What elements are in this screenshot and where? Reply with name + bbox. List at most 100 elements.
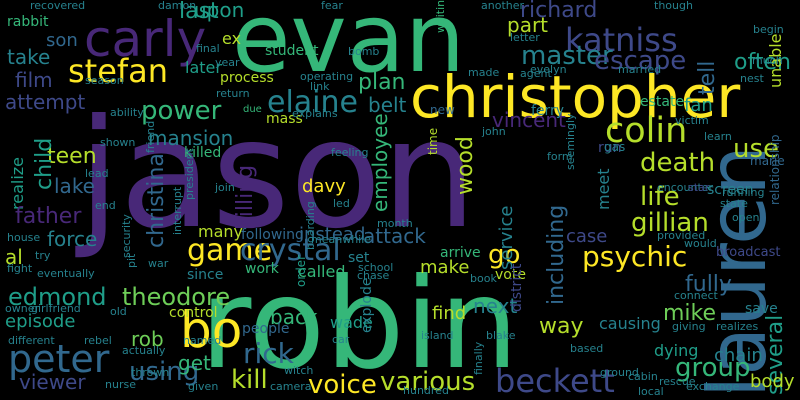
word-begin: begin [753, 23, 784, 36]
word-different: different [8, 334, 55, 347]
word-though: though [654, 0, 693, 12]
word-davy: davy [302, 176, 346, 197]
word-control: control [169, 305, 218, 321]
word-rabbit: rabbit [7, 14, 49, 30]
word-time: time [426, 127, 440, 155]
word-viewer: viewer [19, 370, 86, 394]
word-episode: episode [5, 311, 76, 332]
word-operating: operating [300, 70, 354, 83]
word-al: al [5, 245, 23, 269]
word-vote: vote [495, 267, 526, 283]
word-wood: wood [453, 136, 478, 195]
word-fully: fully [685, 272, 732, 297]
word-president: president [183, 148, 196, 200]
word-christina: christina [144, 153, 169, 248]
word-crystal: crystal [240, 233, 341, 268]
word-nurse: nurse [105, 378, 136, 391]
word-set: set [348, 250, 370, 266]
word-marie: marie [750, 154, 785, 168]
word-jason: jason [78, 88, 477, 262]
word-carly: carly [84, 10, 207, 68]
word-owner: owner [5, 302, 39, 315]
word-father: father [15, 204, 82, 229]
word-mansion: mansion [148, 126, 234, 150]
word-case: case [566, 226, 608, 247]
word-killed: killed [184, 145, 222, 161]
word-since: since [187, 267, 224, 283]
word-named: named [183, 334, 222, 347]
word-killing: killing [233, 164, 258, 230]
word-running: running [722, 186, 765, 199]
word-giving: giving [672, 320, 706, 333]
word-final: final [196, 42, 220, 55]
word-lead: lead [85, 167, 109, 180]
word-kill: kill [231, 365, 268, 395]
word-called: called [298, 262, 346, 281]
word-agent: agent [520, 67, 552, 80]
word-thrown: thrown [131, 366, 170, 379]
word-robin: robin [200, 252, 519, 397]
word-another: another [481, 0, 525, 12]
word-chase: chase [357, 269, 390, 282]
word-christopher: christopher [410, 63, 741, 131]
word-connect: connect [674, 289, 718, 302]
word-son: son [46, 30, 78, 51]
word-run: run [598, 140, 622, 156]
word-open: open [732, 211, 760, 224]
word-vincent: vincent [492, 108, 566, 132]
word-ex: ex [222, 29, 242, 48]
word-including: including [544, 204, 569, 305]
word-last: last [179, 0, 219, 24]
word-force: force [47, 227, 98, 251]
word-teen: teen [47, 144, 97, 169]
word-john: john [482, 125, 506, 138]
word-broadcast: broadcast [716, 245, 781, 260]
word-following: following [241, 227, 304, 243]
word-gillian: gillian [631, 208, 709, 238]
word-bomb: bomb [348, 45, 380, 58]
word-friend: friend [144, 120, 157, 153]
word-meanwhile: meanwhile [311, 233, 372, 246]
word-form: form [547, 150, 573, 163]
word-many: many [198, 222, 243, 241]
word-process: process [220, 70, 274, 86]
word-new: new [430, 103, 455, 117]
word-screen: screen [707, 182, 754, 198]
word-make: make [420, 257, 470, 278]
word-chain: chain [714, 345, 763, 366]
word-star: star [688, 181, 710, 194]
word-book: book [470, 272, 497, 285]
word-encounter: encounter [657, 181, 714, 194]
word-tell: tell [695, 60, 720, 95]
word-exchange: exchange [686, 380, 740, 393]
word-much: much [752, 54, 783, 67]
word-work: work [245, 261, 279, 277]
word-peter: peter [8, 337, 110, 381]
word-letter: letter [510, 31, 540, 44]
word-school: school [358, 261, 394, 274]
word-waiting: waiting [434, 0, 447, 33]
word-finally: finally [472, 341, 485, 375]
word-people: people [242, 321, 290, 337]
word-back: back [270, 305, 318, 329]
word-part: part [507, 13, 549, 37]
word-made: made [468, 66, 500, 79]
word-voice: voice [308, 370, 377, 400]
word-often: often [734, 50, 791, 75]
word-state: state [720, 197, 748, 210]
word-married: married [618, 63, 662, 76]
word-seemingly: seemingly [564, 113, 577, 170]
word-house: house [7, 231, 41, 244]
word-get: get [178, 351, 211, 375]
word-feeling: feeling [331, 146, 369, 159]
word-use: use [733, 134, 780, 164]
word-dying: dying [654, 341, 699, 360]
word-find: find [432, 303, 467, 324]
word-belt: belt [368, 93, 407, 117]
word-would: would [684, 237, 717, 250]
word-rescue: rescue [659, 375, 696, 388]
word-blake: blake [486, 329, 516, 342]
word-beckett: beckett [495, 362, 615, 400]
word-recovered: recovered [30, 0, 86, 12]
